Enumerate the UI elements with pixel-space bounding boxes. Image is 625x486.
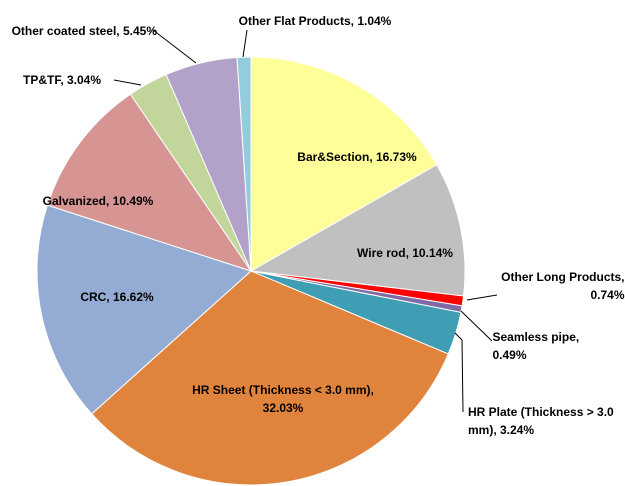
leader-line [242,29,248,58]
data-label: Bar&Section, 16.73% [297,150,417,164]
data-label: Seamless pipe, 0.49% [492,330,580,362]
pie-slice [250,56,438,272]
pie-slice [236,56,252,272]
data-label: HR Sheet (Thickness < 3.0 mm), 32.03% [192,383,374,415]
data-label: Other Long Products, 0.74% [501,270,625,302]
pie-slice [90,270,449,486]
leader-line [152,29,197,64]
data-label: TP&TF, 3.04% [22,73,102,87]
pie-slice [46,93,253,272]
leader-line [454,332,464,413]
leader-line [466,294,498,301]
pie-slice [36,204,252,415]
leader-line [113,79,142,86]
data-label: Other coated steel, 5.45% [11,24,157,38]
data-label: Wire rod, 10.14% [357,246,453,260]
pie-slice [249,164,466,297]
leader-line [460,310,493,342]
data-label: Other Flat Products, 1.04% [238,14,392,28]
data-label: Galvanized, 10.49% [42,194,154,208]
data-label: HR Plate (Thickness > 3.0 mm), 3.24% [468,405,614,437]
data-label: CRC, 16.62% [80,290,154,304]
